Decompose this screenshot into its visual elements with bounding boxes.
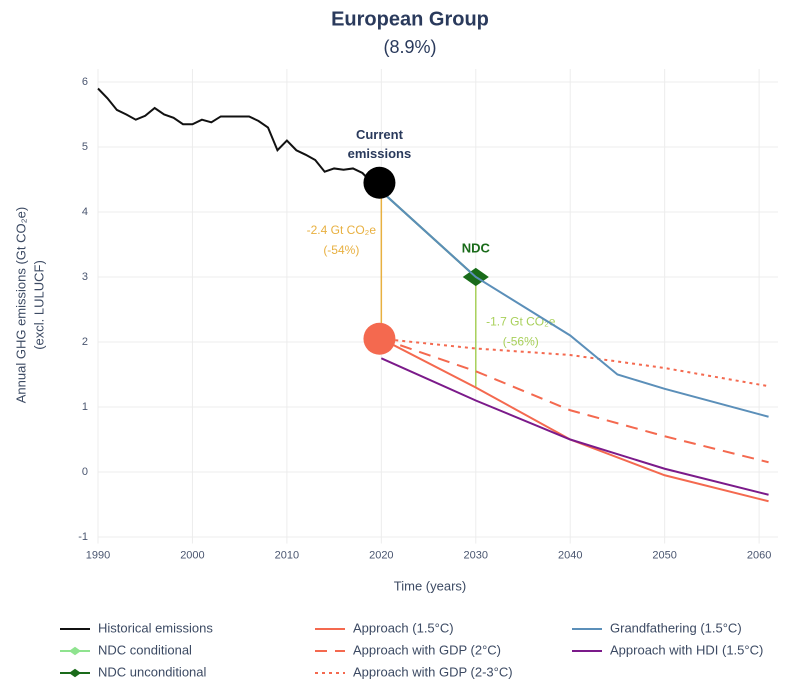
series-line — [381, 337, 769, 464]
y-tick-label: 2 — [82, 336, 88, 348]
chart-title: European Group — [331, 8, 489, 30]
legend-label: Approach with HDI (1.5°C) — [610, 642, 763, 657]
x-tick-label: 2050 — [652, 549, 676, 561]
reduction-label: (-54%) — [323, 243, 359, 257]
legend-label: Grandfathering (1.5°C) — [610, 620, 742, 635]
legend-marker — [69, 646, 81, 656]
legend-label: Approach (1.5°C) — [353, 620, 454, 635]
y-tick-label: 3 — [82, 271, 88, 283]
x-tick-label: 2010 — [275, 549, 299, 561]
legend-label: Approach with GDP (2°C) — [353, 642, 501, 657]
point-marker — [363, 166, 396, 199]
annotation: Current — [356, 127, 404, 142]
point-marker — [363, 322, 396, 355]
y-tick-label: 5 — [82, 141, 88, 153]
legend-label: Approach with GDP (2-3°C) — [353, 664, 513, 679]
legend-label: NDC unconditional — [98, 664, 207, 679]
y-tick-label: 6 — [82, 76, 88, 88]
legend-label: NDC conditional — [98, 642, 192, 657]
annotation: NDC — [462, 240, 491, 255]
reduction-label: -2.4 Gt CO₂e — [307, 223, 377, 237]
reduction-label: (-56%) — [503, 334, 539, 348]
series-line — [381, 337, 769, 388]
x-tick-label: 2020 — [369, 549, 393, 561]
annotation: emissions — [348, 146, 412, 161]
series-line — [371, 182, 769, 418]
series-line — [97, 87, 373, 184]
reduction-label: -1.7 Gt CO₂e — [486, 314, 556, 328]
y-tick-label: -1 — [78, 531, 88, 543]
y-tick-label: 1 — [82, 401, 88, 413]
series-line — [380, 357, 769, 496]
x-tick-label: 2040 — [558, 549, 582, 561]
x-tick-label: 2000 — [180, 549, 204, 561]
legend-label: Historical emissions — [98, 620, 213, 635]
x-tick-label: 2030 — [464, 549, 488, 561]
series-line — [380, 337, 769, 503]
chart-subtitle: (8.9%) — [383, 37, 436, 57]
x-tick-label: 1990 — [86, 549, 110, 561]
x-tick-label: 2060 — [747, 549, 771, 561]
y-axis-label: (excl. LULUCF) — [31, 260, 46, 350]
legend-marker — [69, 668, 81, 678]
x-axis-label: Time (years) — [394, 578, 466, 593]
y-tick-label: 4 — [82, 206, 88, 218]
y-axis-label: Annual GHG emissions (Gt CO₂e) — [13, 207, 28, 404]
y-tick-label: 0 — [82, 466, 88, 478]
